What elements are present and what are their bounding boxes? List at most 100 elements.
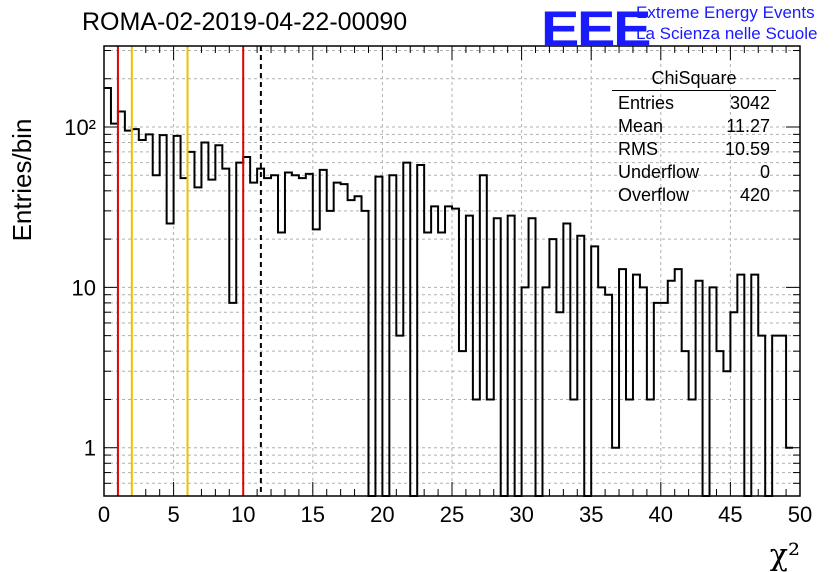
logo-subtitle-line2: La Scienza nelle Scuole (636, 24, 818, 43)
histogram-bin (696, 281, 703, 496)
histogram-bin (452, 209, 459, 496)
histogram-bin (661, 303, 668, 496)
histogram-bin (786, 448, 793, 496)
histogram-bin (438, 232, 445, 496)
histogram-bin (591, 246, 598, 496)
histogram-bin (188, 152, 195, 496)
histogram-bin (403, 163, 410, 496)
plot-frame (103, 45, 801, 497)
histogram-bin (522, 287, 529, 496)
histogram-bin (577, 236, 584, 496)
histogram-bin (201, 143, 208, 496)
histogram-bin (355, 196, 362, 496)
histogram-bin (348, 200, 355, 496)
histogram-bin (424, 232, 431, 496)
stat-label: Overflow (618, 185, 690, 205)
histogram-bin (111, 124, 118, 496)
y-tick-label: 1 (84, 436, 96, 461)
x-axis-label: χ² (770, 538, 800, 572)
histogram-bin (459, 351, 466, 496)
histogram-bin (250, 183, 257, 496)
histogram-bin (668, 281, 675, 496)
stats-box-title: ChiSquare (651, 68, 737, 88)
x-tick-label: 35 (579, 502, 603, 527)
histogram-bin (640, 287, 647, 496)
histogram-bin (737, 275, 744, 496)
histogram-bin (243, 157, 250, 496)
histogram-bin (362, 211, 369, 496)
y-axis-label: Entries/bin (7, 119, 37, 242)
histogram-bin (508, 216, 515, 496)
x-tick-label: 30 (509, 502, 533, 527)
histogram-bin (654, 303, 661, 496)
histogram-bin (132, 129, 139, 496)
histogram-bin (264, 178, 271, 496)
stat-label: Mean (618, 116, 664, 136)
stat-value: 10.59 (724, 139, 770, 159)
histogram-bin (723, 371, 730, 496)
histogram-bin (612, 448, 619, 496)
histogram-bin (689, 399, 696, 496)
histogram-bin (313, 229, 320, 496)
histogram-bin (334, 183, 341, 496)
reference-lines (116, 46, 262, 496)
x-tick-label: 45 (718, 502, 742, 527)
histogram-bin (118, 111, 125, 496)
histogram-outline (104, 87, 794, 497)
histogram-bin (208, 180, 215, 496)
histogram-bin (466, 216, 473, 496)
histogram-bin (396, 336, 403, 496)
histogram-bin (389, 175, 396, 496)
histogram-bin (549, 239, 556, 496)
histogram-bin (320, 170, 327, 496)
histogram-bin (542, 287, 549, 496)
histogram-bin (487, 399, 494, 496)
tick-labels: 0 5 10 15 20 25 30 35 40 45 50 1 10 10² (64, 115, 812, 527)
histogram-bin (647, 399, 654, 496)
histogram-bin (779, 336, 786, 496)
stat-value: 3042 (729, 93, 770, 113)
histogram-bin (751, 275, 758, 496)
histogram-bars (104, 87, 794, 497)
histogram-bin (480, 175, 487, 496)
x-tick-label: 5 (167, 502, 179, 527)
histogram-bin (633, 275, 640, 496)
histogram-bin (292, 175, 299, 496)
histogram-bin (417, 165, 424, 496)
stat-value: 0 (759, 162, 770, 182)
stat-value: 420 (739, 185, 770, 205)
logo-subtitle-line1: Extreme Energy Events (636, 3, 815, 22)
histogram-bin (605, 295, 612, 496)
histogram-bin (146, 134, 153, 496)
histogram-bin (710, 287, 717, 496)
histogram-bin (153, 175, 160, 496)
histogram-bin (758, 336, 765, 496)
histogram-bin (278, 232, 285, 496)
x-tick-label: 0 (98, 502, 110, 527)
stat-label: RMS (618, 139, 658, 159)
histogram-bin (125, 131, 132, 496)
histogram-bin (194, 187, 201, 496)
x-tick-label: 50 (788, 502, 812, 527)
x-tick-label: 15 (301, 502, 325, 527)
stats-box-divider (612, 90, 776, 91)
histogram-bin (556, 312, 563, 496)
y-tick-label: 10 (72, 275, 96, 300)
histogram-bin (598, 287, 605, 496)
histogram-bin (229, 303, 236, 496)
histogram-bin (222, 169, 229, 496)
histogram-bin (285, 173, 292, 496)
histogram-bin (215, 145, 222, 496)
histogram-bin (375, 177, 382, 496)
grid (104, 46, 800, 497)
x-tick-label: 25 (440, 502, 464, 527)
histogram-bin (236, 163, 243, 496)
histogram-bin (626, 399, 633, 496)
histogram-bin (563, 224, 570, 496)
x-tick-label: 40 (649, 502, 673, 527)
histogram-bin (160, 135, 167, 496)
histogram-bin (139, 140, 146, 496)
histogram-bin (299, 178, 306, 496)
histogram-bin (341, 184, 348, 496)
